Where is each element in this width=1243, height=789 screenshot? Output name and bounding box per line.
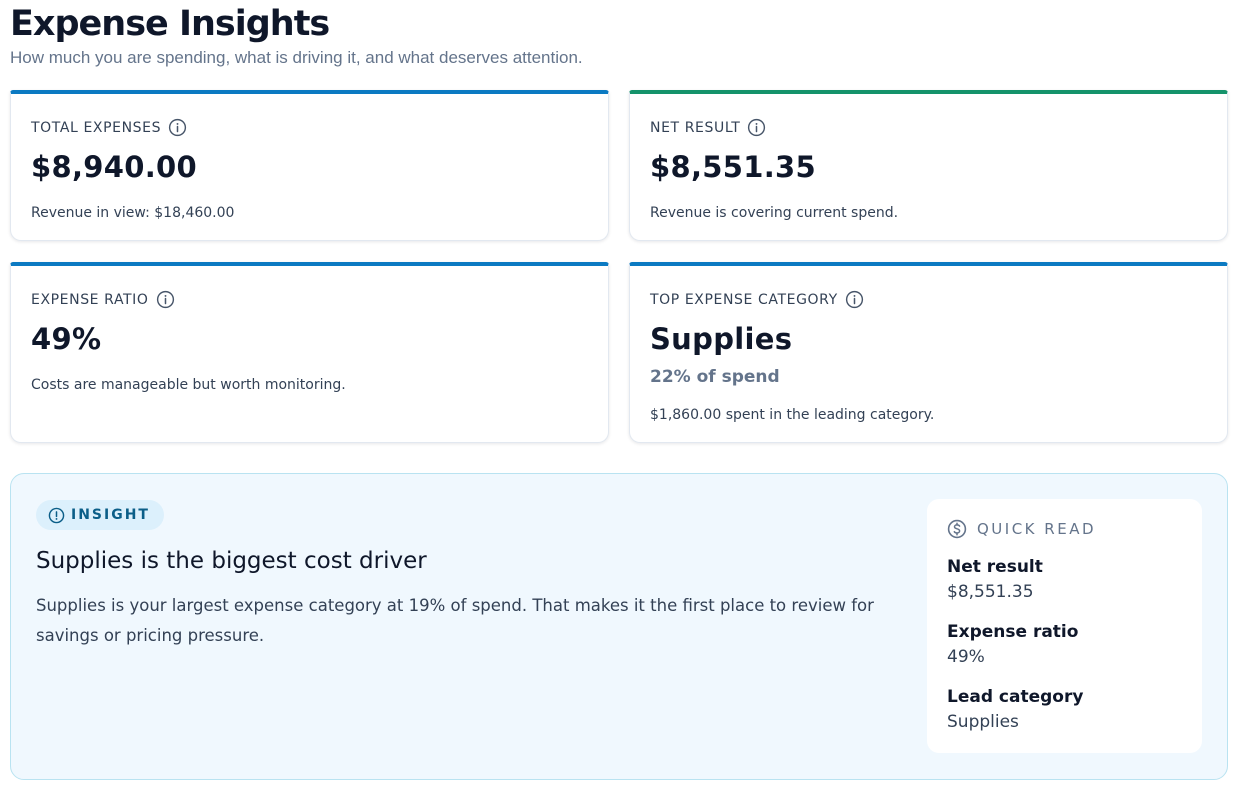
- total-expenses-label-row: TOTAL EXPENSES: [31, 118, 187, 137]
- quick-read-title-row: QUICK READ: [947, 519, 1096, 539]
- quick-read-net-result-label: Net result: [947, 557, 1043, 577]
- quick-read-lead-category-value: Supplies: [947, 712, 1019, 732]
- top-category-label-row: TOP EXPENSE CATEGORY: [650, 290, 864, 309]
- info-icon[interactable]: [156, 290, 175, 309]
- net-result-label-row: NET RESULT: [650, 118, 766, 137]
- page-subtitle: How much you are spending, what is drivi…: [10, 48, 583, 67]
- top-category-value: Supplies: [650, 322, 793, 356]
- total-expenses-value: $8,940.00: [31, 150, 197, 184]
- top-category-label: TOP EXPENSE CATEGORY: [650, 291, 838, 308]
- dollar-circle-icon: [947, 519, 967, 539]
- info-icon[interactable]: [168, 118, 187, 137]
- net-result-card: NET RESULT $8,551.35 Revenue is covering…: [629, 90, 1228, 241]
- quick-read-lead-category-label: Lead category: [947, 687, 1084, 707]
- top-category-card: TOP EXPENSE CATEGORY Supplies 22% of spe…: [629, 262, 1228, 443]
- expense-ratio-label: EXPENSE RATIO: [31, 291, 149, 308]
- top-category-note: $1,860.00 spent in the leading category.: [650, 407, 935, 423]
- alert-circle-icon: [48, 507, 65, 523]
- quick-read-net-result-value: $8,551.35: [947, 582, 1034, 602]
- net-result-value: $8,551.35: [650, 150, 816, 184]
- insight-badge: INSIGHT: [36, 500, 164, 530]
- page-title: Expense Insights: [10, 4, 330, 44]
- expense-ratio-label-row: EXPENSE RATIO: [31, 290, 175, 309]
- top-category-share: 22% of spend: [650, 367, 780, 387]
- info-icon[interactable]: [747, 118, 766, 137]
- net-result-note: Revenue is covering current spend.: [650, 205, 899, 221]
- total-expenses-note: Revenue in view: $18,460.00: [31, 205, 235, 221]
- quick-read-expense-ratio-value: 49%: [947, 647, 985, 667]
- expense-ratio-value: 49%: [31, 322, 102, 356]
- expense-ratio-note: Costs are manageable but worth monitorin…: [31, 377, 346, 393]
- insight-body: Supplies is your largest expense categor…: [36, 596, 874, 645]
- info-icon[interactable]: [845, 290, 864, 309]
- quick-read-panel: QUICK READ Net result $8,551.35 Expense …: [927, 499, 1202, 753]
- total-expenses-card: TOTAL EXPENSES $8,940.00 Revenue in view…: [10, 90, 609, 241]
- insight-panel: INSIGHT Supplies is the biggest cost dri…: [10, 473, 1228, 780]
- quick-read-expense-ratio-label: Expense ratio: [947, 622, 1079, 642]
- quick-read-title: QUICK READ: [977, 520, 1096, 538]
- net-result-label: NET RESULT: [650, 119, 741, 136]
- expense-ratio-card: EXPENSE RATIO 49% Costs are manageable b…: [10, 262, 609, 443]
- total-expenses-label: TOTAL EXPENSES: [31, 119, 162, 136]
- insight-heading: Supplies is the biggest cost driver: [36, 548, 427, 574]
- insight-badge-label: INSIGHT: [71, 507, 150, 523]
